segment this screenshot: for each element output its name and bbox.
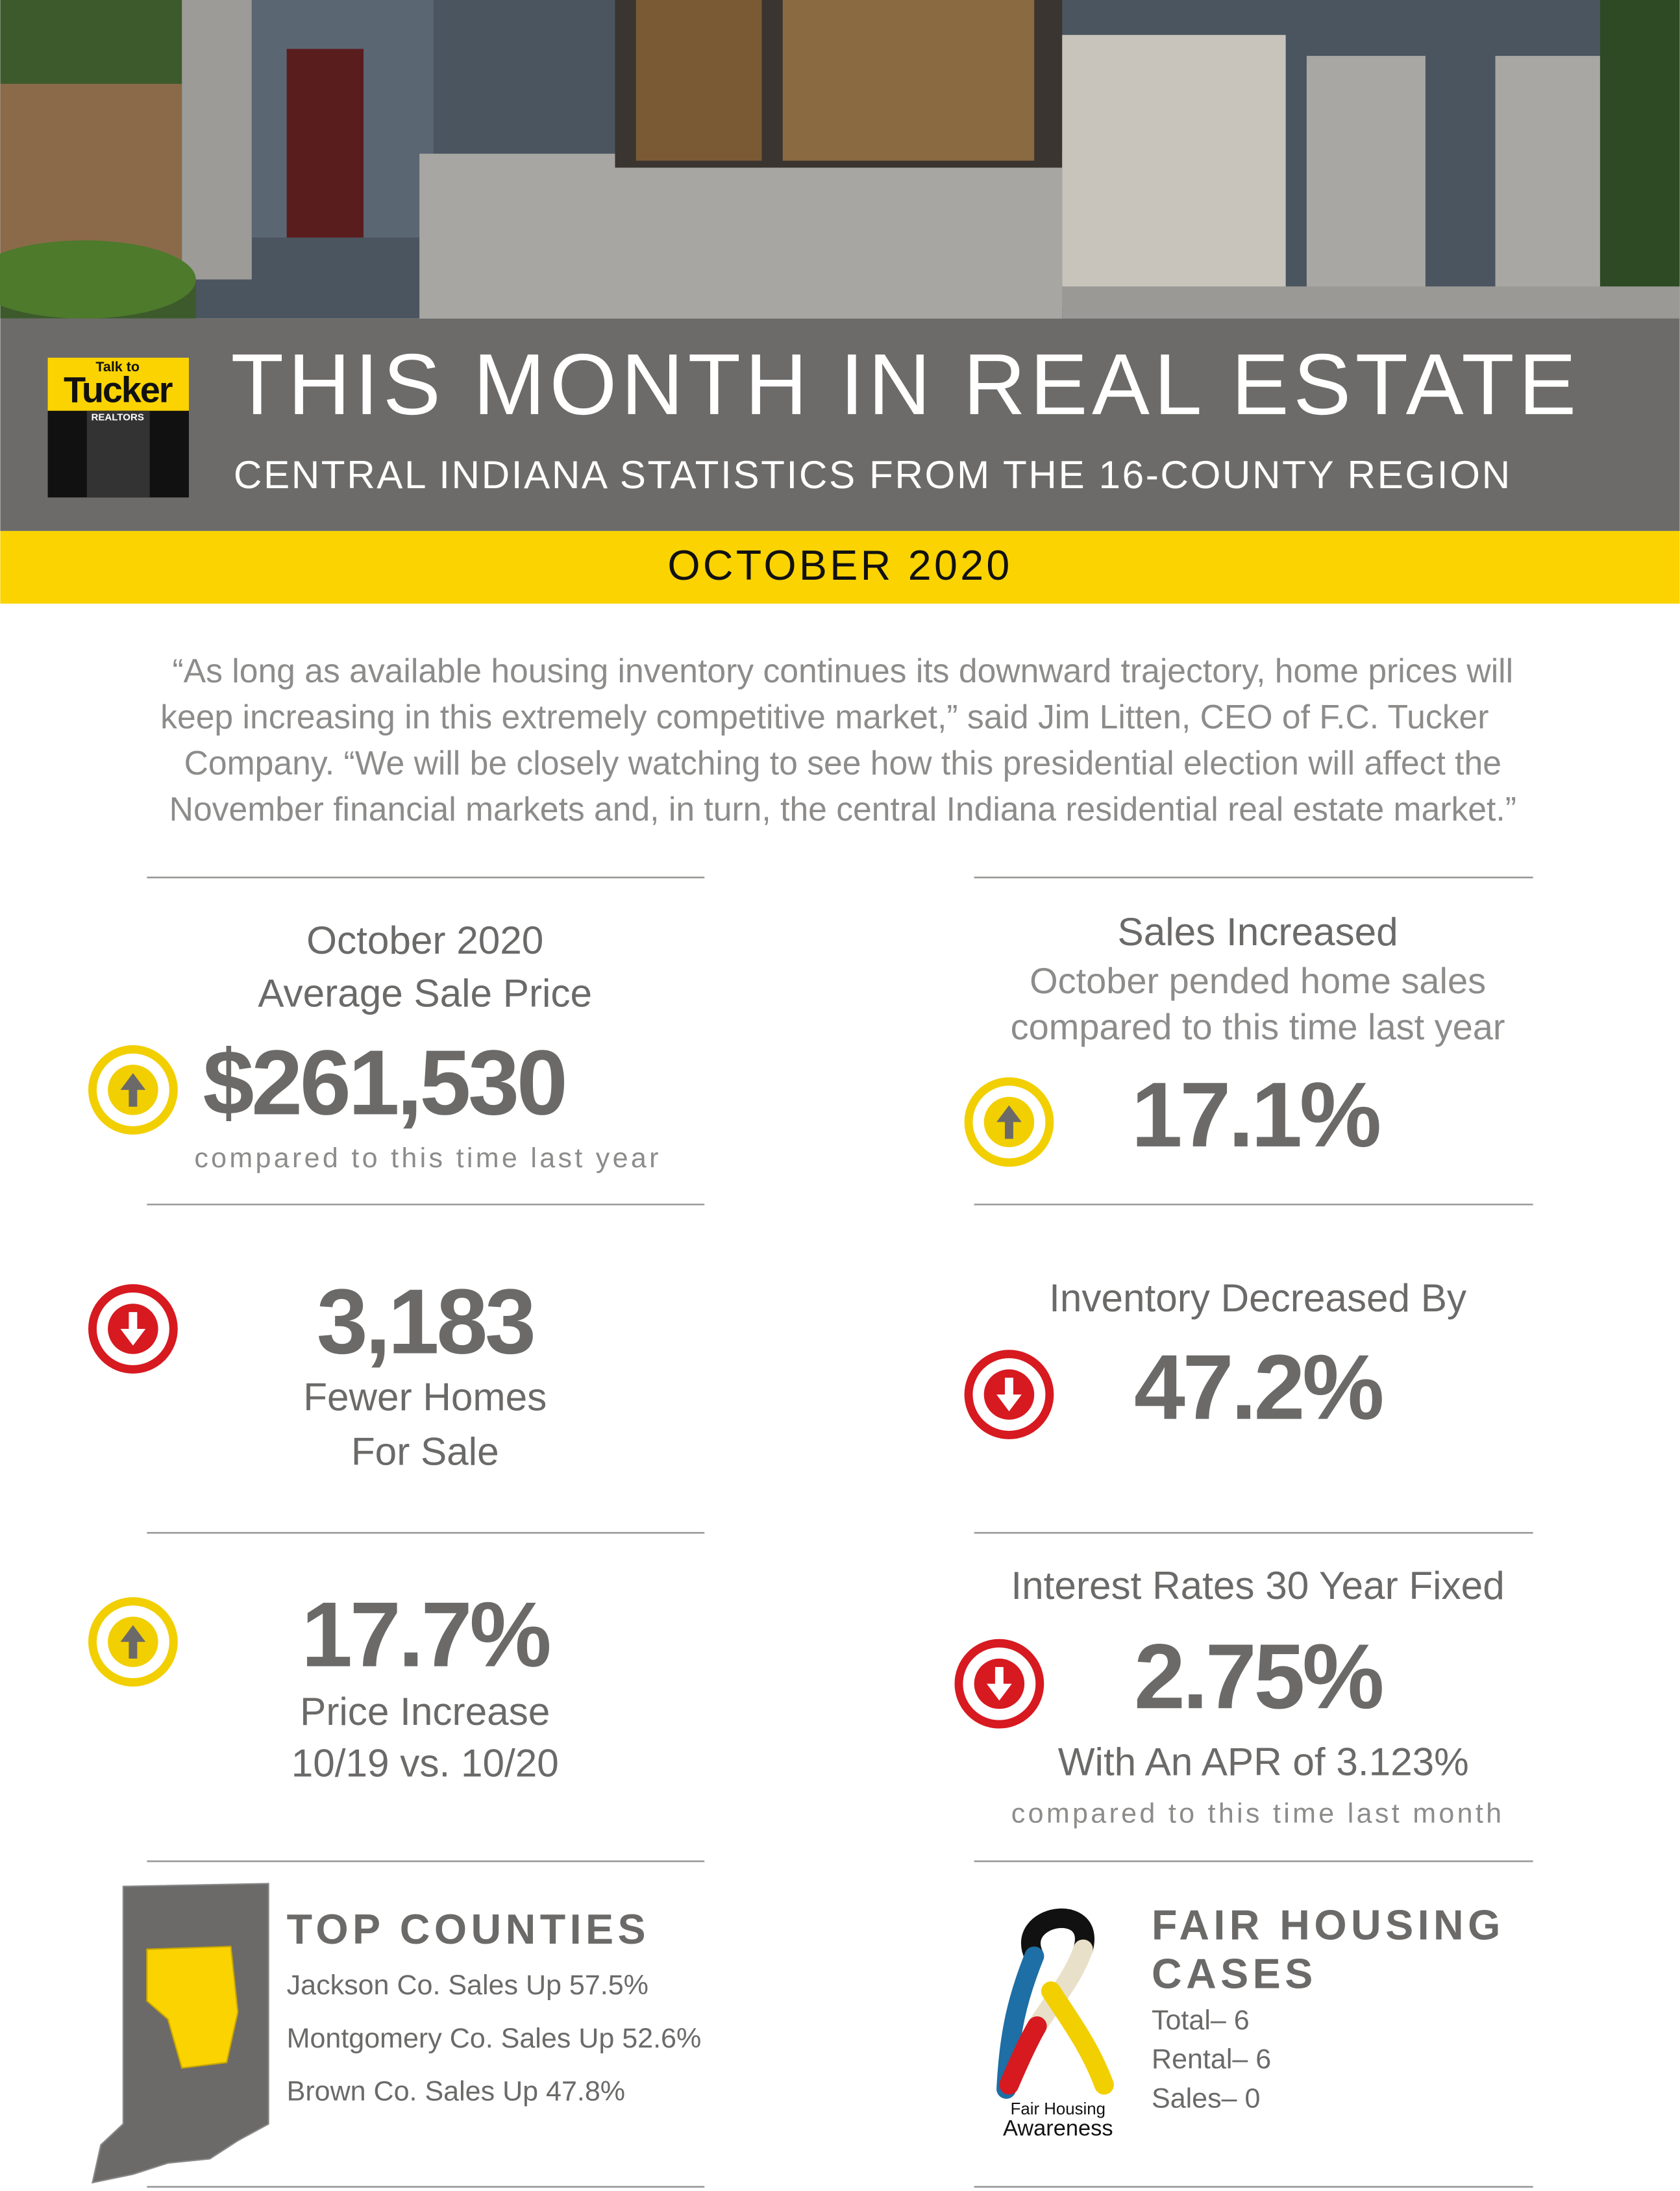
down-icon — [92, 1289, 173, 1370]
stat-heading: October 2020 — [306, 918, 543, 962]
quote: “As long as available housing inventory … — [160, 652, 1516, 828]
case-item: Rental– 6 — [1152, 2044, 1271, 2075]
up-icon — [92, 1602, 173, 1683]
down-icon — [969, 1354, 1050, 1435]
title: THIS MONTH IN REAL ESTATE — [231, 336, 1581, 433]
stat-heading: Sales Increased — [1118, 910, 1398, 954]
section-title: TOP COUNTIES — [287, 1906, 650, 1953]
stat-heading: Interest Rates 30 Year Fixed — [1011, 1563, 1504, 1607]
dividers — [147, 876, 1533, 2188]
county-item: Montgomery Co. Sales Up 52.6% — [287, 2023, 702, 2054]
down-icon — [959, 1643, 1040, 1724]
stat-value: 3,183 — [317, 1270, 534, 1373]
stat-caption: 10/19 vs. 10/20 — [291, 1741, 559, 1785]
indiana-map — [92, 1883, 269, 2184]
stat-value: $261,530 — [203, 1031, 565, 1134]
stat-subheading: October pended home sales — [1030, 960, 1486, 1001]
title-band — [0, 318, 1680, 531]
subtitle: CENTRAL INDIANA STATISTICS FROM THE 16-C… — [234, 452, 1512, 497]
quote-line: keep increasing in this extremely compet… — [160, 698, 1489, 736]
ribbon-caption: Awareness — [1003, 2116, 1113, 2140]
case-item: Total– 6 — [1152, 2005, 1250, 2036]
county-item: Brown Co. Sales Up 47.8% — [287, 2076, 625, 2107]
stat-subheading: compared to this time last year — [1011, 1006, 1505, 1047]
logo-top: Talk to — [95, 359, 140, 375]
ribbon-logo — [996, 1908, 1114, 2099]
up-icon — [969, 1082, 1050, 1163]
stat-note: compared to this time last month — [1011, 1798, 1505, 1829]
stat-caption: For Sale — [351, 1430, 499, 1474]
house-photo — [0, 0, 1680, 319]
stat-heading: Average Sale Price — [258, 971, 592, 1015]
date: OCTOBER 2020 — [667, 542, 1012, 589]
stat-caption: Price Increase — [300, 1689, 550, 1733]
stat-note: compared to this time last year — [194, 1143, 661, 1174]
stat-caption: Fewer Homes — [303, 1375, 547, 1419]
stat-caption: With An APR of 3.123% — [1058, 1739, 1469, 1783]
section-title: CASES — [1152, 1951, 1317, 1998]
stat-value: 2.75% — [1134, 1625, 1382, 1728]
stat-value: 17.1% — [1131, 1063, 1379, 1167]
case-item: Sales– 0 — [1152, 2083, 1260, 2114]
quote-line: “As long as available housing inventory … — [172, 652, 1513, 689]
logo: Talk to Tucker REALTORS — [47, 358, 189, 498]
quote-line: Company. “We will be closely watching to… — [184, 744, 1501, 782]
quote-line: November financial markets and, in turn,… — [169, 790, 1516, 828]
logo-sub: REALTORS — [92, 412, 144, 423]
logo-name: Tucker — [64, 369, 173, 410]
ribbon-caption: Fair Housing — [1011, 2100, 1106, 2118]
county-item: Jackson Co. Sales Up 57.5% — [287, 1970, 649, 2001]
stat-value: 47.2% — [1134, 1336, 1382, 1439]
stat-value: 17.7% — [301, 1583, 549, 1687]
up-icon — [92, 1049, 173, 1130]
date-band — [0, 530, 1680, 604]
stat-heading: Inventory Decreased By — [1049, 1276, 1466, 1320]
section-title: FAIR HOUSING — [1152, 1901, 1505, 1948]
